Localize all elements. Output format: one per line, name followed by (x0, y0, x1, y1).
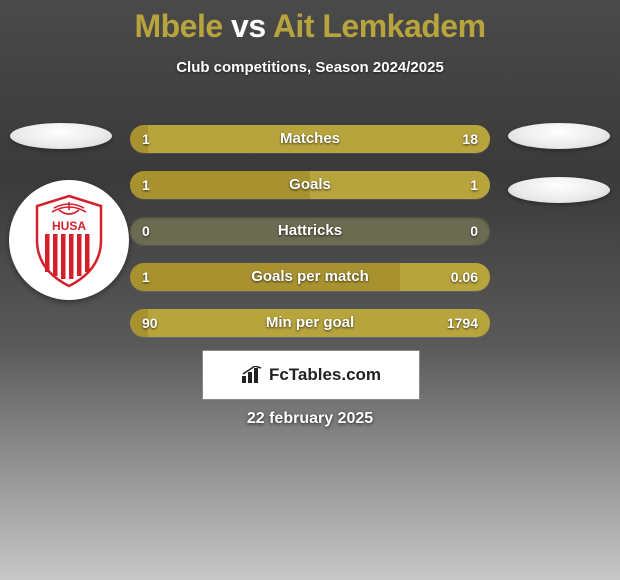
bar-value-left: 1 (142, 125, 150, 153)
badge-text: HUSA (52, 219, 86, 233)
player2-name: Ait Lemkadem (273, 8, 486, 44)
bar-value-left: 90 (142, 309, 158, 337)
comparison-title: Mbele vs Ait Lemkadem (0, 0, 620, 45)
bar-value-right: 1 (470, 171, 478, 199)
brand-box: FcTables.com (202, 350, 420, 400)
bar-row: Hattricks0 0 (130, 217, 490, 245)
player1-name: Mbele (134, 8, 222, 44)
bar-row: Goals per match1 0.06 (130, 263, 490, 291)
bar-value-right: 18 (462, 125, 478, 153)
bar-row: Min per goal90 1794 (130, 309, 490, 337)
bar-row: Goals1 1 (130, 171, 490, 199)
player2-oval-placeholder-1 (508, 123, 610, 149)
bar-row: Matches1 18 (130, 125, 490, 153)
bar-value-right: 1794 (447, 309, 478, 337)
bar-value-left: 0 (142, 217, 150, 245)
bar-value-left: 1 (142, 171, 150, 199)
player1-oval-placeholder (10, 123, 112, 149)
bar-label: Goals (130, 171, 490, 199)
player2-oval-placeholder-2 (508, 177, 610, 203)
chart-icon (241, 366, 263, 384)
club-badge: HUSA (9, 180, 129, 300)
subtitle: Club competitions, Season 2024/2025 (0, 59, 620, 76)
bar-label: Goals per match (130, 263, 490, 291)
comparison-bars: Matches118Goals11Hattricks00Goals per ma… (130, 125, 490, 355)
brand-text: FcTables.com (269, 365, 381, 385)
date-text: 22 february 2025 (0, 410, 620, 428)
bar-label: Hattricks (130, 217, 490, 245)
bar-value-left: 1 (142, 263, 150, 291)
shield-icon: HUSA (19, 190, 119, 290)
bar-label: Matches (130, 125, 490, 153)
bar-value-right: 0 (470, 217, 478, 245)
bar-label: Min per goal (130, 309, 490, 337)
vs-text: vs (231, 8, 266, 44)
bar-value-right: 0.06 (451, 263, 478, 291)
